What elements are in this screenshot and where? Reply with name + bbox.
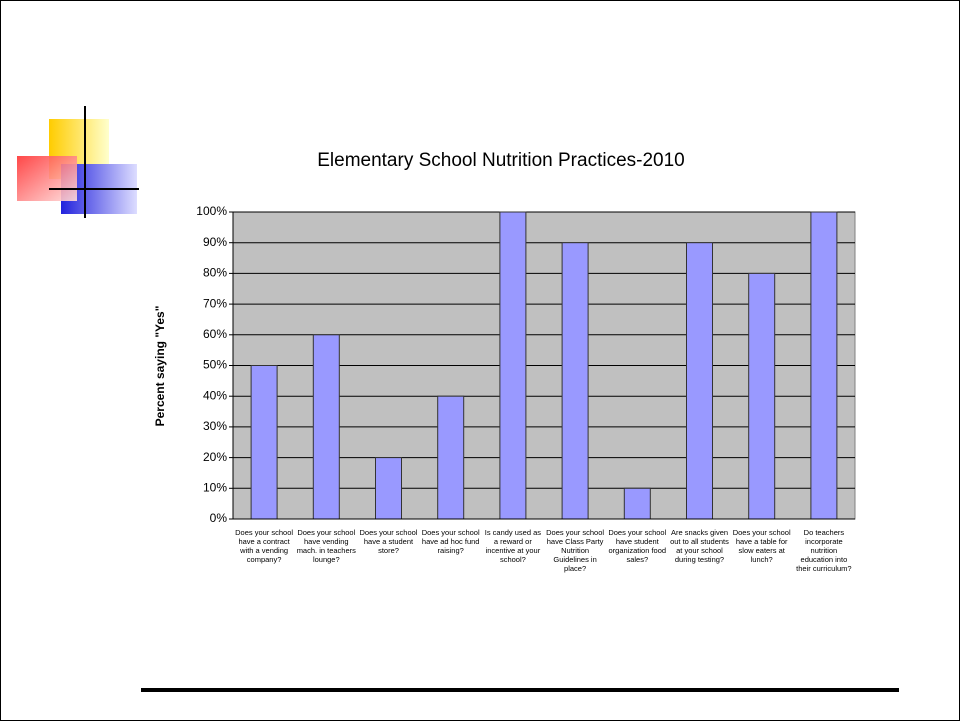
bar (748, 272, 776, 520)
y-tick-label: 10% (203, 480, 227, 494)
y-axis-title: Percent saying "Yes" (153, 306, 167, 427)
y-tick-label: 100% (196, 204, 227, 218)
x-tick-label: Does your school have a student store? (359, 528, 418, 555)
x-tick-label: Does your school have vending mach. in t… (296, 528, 356, 564)
x-tick-label: Are snacks given out to all students at … (670, 528, 729, 564)
chart-title: Elementary School Nutrition Practices-20… (317, 150, 685, 171)
bar (250, 365, 278, 520)
x-tick-label: Does your school have ad hoc fund raisin… (421, 528, 480, 555)
y-tick-label: 90% (203, 235, 227, 249)
bar (312, 334, 340, 520)
x-tick-label: Do teachers incorporate nutrition educat… (796, 528, 852, 573)
bar (623, 487, 651, 520)
y-tick-label: 30% (203, 419, 227, 433)
y-tick-label: 80% (203, 266, 227, 280)
y-tick-label: 0% (210, 511, 228, 525)
y-tick-label: 60% (203, 327, 227, 341)
y-tick-label: 20% (203, 450, 227, 464)
y-tick-label: 50% (203, 358, 227, 372)
x-tick-label: Is candy used as a reward or incentive a… (484, 528, 542, 564)
bar (810, 211, 838, 520)
y-tick-label: 70% (203, 296, 227, 310)
x-tick-label: Does your school have a table for slow e… (732, 528, 791, 564)
bar (561, 242, 589, 520)
bar (686, 242, 713, 520)
x-tick-label: Does your school have a contract with a … (235, 528, 294, 564)
bar (499, 211, 527, 520)
y-tick-label: 40% (203, 388, 227, 402)
decoration (17, 106, 899, 692)
bar (375, 457, 402, 520)
bar (437, 395, 465, 520)
x-tick-label: Does your school have student organizati… (608, 528, 667, 564)
x-tick-label: Does your school have Class Party Nutrit… (546, 528, 605, 573)
